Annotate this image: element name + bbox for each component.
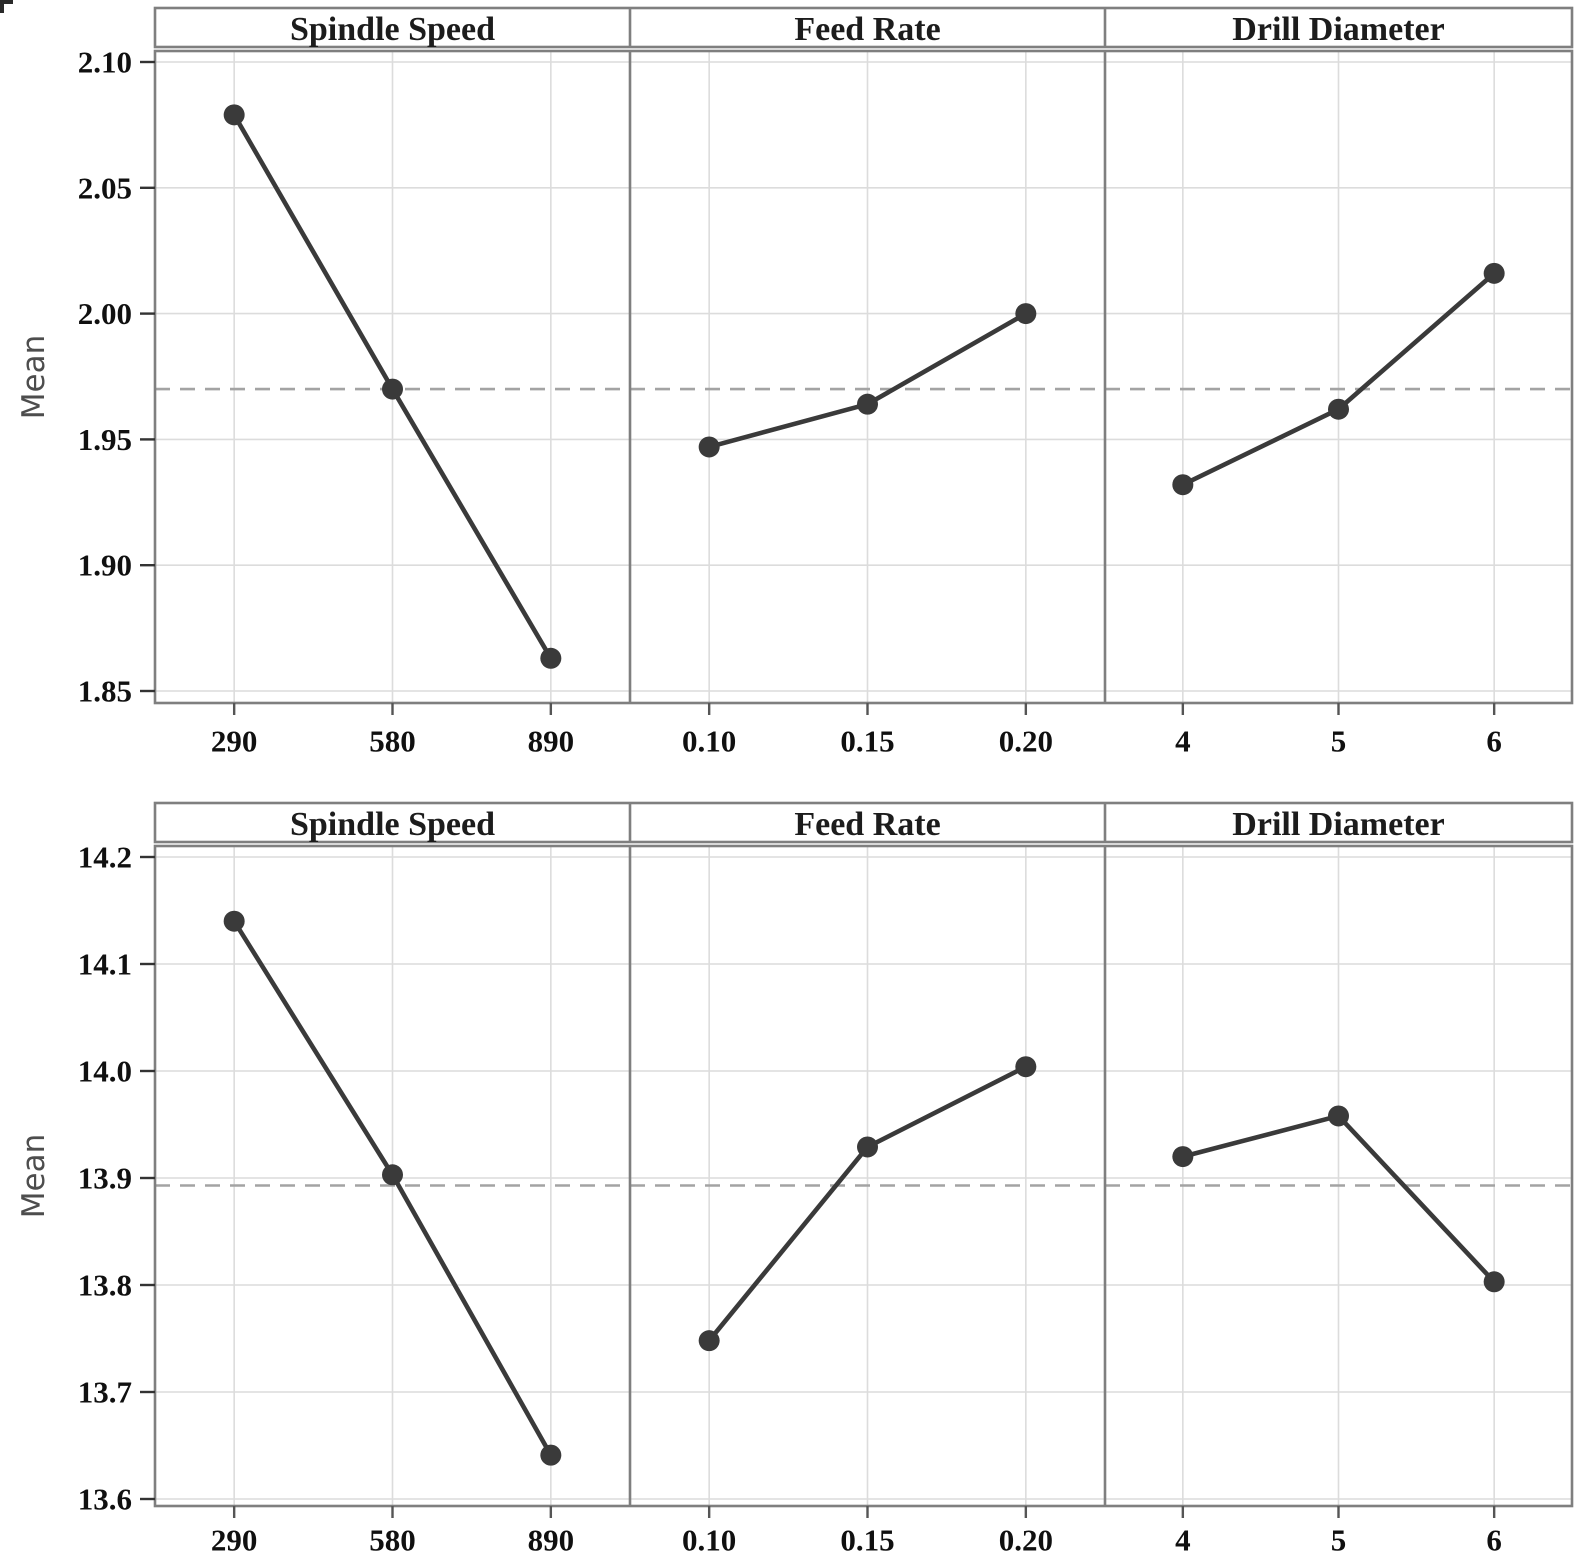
- data-point: [1483, 262, 1505, 284]
- x-axis-2: 4 5 6: [1175, 1506, 1502, 1553]
- y-axis: 14.2 14.1 14.0 13.9 13.8 13.7 13.6: [78, 840, 155, 1517]
- x-tick-label: 890: [528, 724, 575, 759]
- panel-title: Spindle Speed: [290, 806, 495, 843]
- x-tick-label: 0.15: [840, 724, 894, 759]
- data-point: [1172, 1146, 1194, 1168]
- x-axis-1: 0.10 0.15 0.20: [682, 1506, 1053, 1553]
- y-axis-label: Mean: [16, 335, 52, 419]
- x-tick-label: 6: [1486, 724, 1502, 759]
- y-tick-label: 13.7: [78, 1375, 132, 1410]
- data-point: [857, 393, 878, 415]
- data-point: [382, 1164, 403, 1186]
- panel-title: Drill Diameter: [1232, 806, 1444, 843]
- x-tick-label: 890: [528, 1523, 575, 1553]
- data-point: [382, 378, 403, 400]
- y-tick-label: 13.8: [78, 1268, 132, 1303]
- gridlines: [155, 846, 1572, 1506]
- panel-title: Feed Rate: [794, 11, 940, 48]
- y-axis: 2.10 2.05 2.00 1.95 1.90 1.85: [78, 45, 155, 709]
- x-tick-label: 0.10: [682, 1523, 736, 1553]
- gridlines: [155, 51, 1572, 703]
- y-tick-label: 14.0: [78, 1054, 132, 1089]
- data-series-feed-rate: [698, 303, 1037, 458]
- data-point: [1015, 1056, 1037, 1078]
- data-point: [540, 1444, 562, 1466]
- y-tick-label: 13.9: [78, 1161, 132, 1196]
- x-tick-label: 580: [369, 1523, 416, 1553]
- y-tick-label: 1.85: [78, 674, 132, 709]
- data-series-drill-diameter: [1172, 262, 1505, 496]
- y-tick-label: 14.1: [78, 947, 132, 982]
- y-tick-label: 13.6: [78, 1482, 132, 1517]
- x-tick-label: 4: [1175, 724, 1191, 759]
- panel-title: Feed Rate: [794, 806, 940, 843]
- x-tick-label: 0.10: [682, 724, 736, 759]
- x-tick-label: 290: [211, 1523, 258, 1553]
- data-point: [540, 647, 562, 669]
- data-series-spindle-speed: [223, 104, 562, 669]
- scan-artifact-corner: [0, 0, 13, 13]
- x-axis-2: 4 5 6: [1175, 703, 1502, 759]
- data-point: [857, 1136, 878, 1158]
- x-tick-label: 0.20: [999, 724, 1053, 759]
- x-axis-1: 0.10 0.15 0.20: [682, 703, 1053, 759]
- data-point: [1328, 1105, 1349, 1127]
- data-point: [1015, 303, 1037, 325]
- y-tick-label: 2.05: [78, 170, 132, 205]
- y-tick-label: 2.00: [78, 296, 132, 331]
- panel-frame: [153, 6, 1574, 705]
- x-tick-label: 580: [369, 724, 416, 759]
- lower-main-effects-plot: Spindle Speed Feed Rate Drill Diameter 14.2…: [16, 801, 1574, 1553]
- data-point: [223, 910, 245, 932]
- upper-main-effects-plot: Spindle Speed Feed Rate Drill Diameter 2.10…: [16, 6, 1574, 759]
- y-tick-label: 1.95: [78, 422, 132, 457]
- y-tick-label: 2.10: [78, 45, 132, 80]
- panel-frame: [153, 801, 1574, 1508]
- x-tick-label: 290: [211, 724, 258, 759]
- y-tick-label: 1.90: [78, 548, 132, 583]
- x-tick-label: 0.20: [999, 1523, 1053, 1553]
- x-axis-0: 290 580 890: [211, 1506, 574, 1553]
- x-tick-label: 5: [1331, 1523, 1347, 1553]
- data-series-drill-diameter: [1172, 1105, 1505, 1293]
- y-tick-label: 14.2: [78, 840, 132, 875]
- x-tick-label: 4: [1175, 1523, 1191, 1553]
- x-axis-0: 290 580 890: [211, 703, 574, 759]
- data-point: [1328, 398, 1349, 420]
- x-tick-label: 6: [1486, 1523, 1502, 1553]
- data-point: [1172, 474, 1194, 496]
- panel-title: Drill Diameter: [1232, 11, 1444, 48]
- data-point: [698, 1330, 720, 1352]
- data-series-spindle-speed: [223, 910, 562, 1466]
- data-point: [698, 436, 720, 458]
- data-point: [1483, 1271, 1505, 1293]
- x-tick-label: 0.15: [840, 1523, 894, 1553]
- data-point: [223, 104, 245, 126]
- panel-title: Spindle Speed: [290, 11, 495, 48]
- data-series-feed-rate: [698, 1056, 1037, 1352]
- x-tick-label: 5: [1331, 724, 1347, 759]
- y-axis-label: Mean: [16, 1134, 52, 1218]
